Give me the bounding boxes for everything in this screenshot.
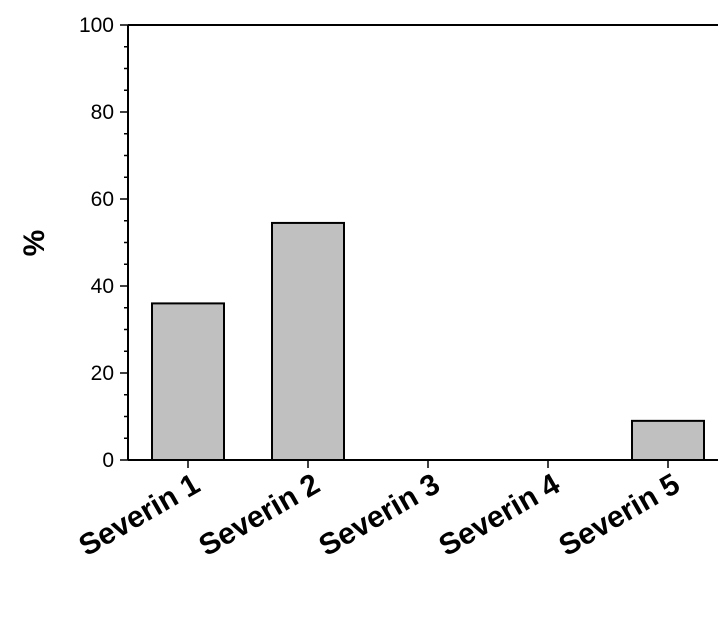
bar-1 (151, 302, 225, 461)
y-tick-label: 80 (91, 101, 114, 124)
bars-group (151, 221, 705, 462)
x-tick-label: Severin 3 (313, 467, 445, 562)
y-axis-title: % (18, 230, 51, 257)
y-tick-label: 20 (91, 362, 114, 385)
x-tick-label: Severin 4 (433, 467, 565, 562)
x-tick-label: Severin 2 (193, 467, 325, 562)
y-tick-label: 40 (91, 275, 114, 298)
y-tick-label: 60 (91, 188, 114, 211)
bar-5 (631, 419, 705, 462)
bar-2 (271, 221, 345, 461)
y-ticks-group: 0 20 40 60 80 100 (79, 14, 128, 472)
x-tick-label: Severin 1 (73, 467, 205, 562)
y-tick-label: 100 (79, 14, 114, 37)
y-tick-label: 0 (102, 449, 114, 472)
x-tick-label: Severin 5 (553, 467, 685, 562)
